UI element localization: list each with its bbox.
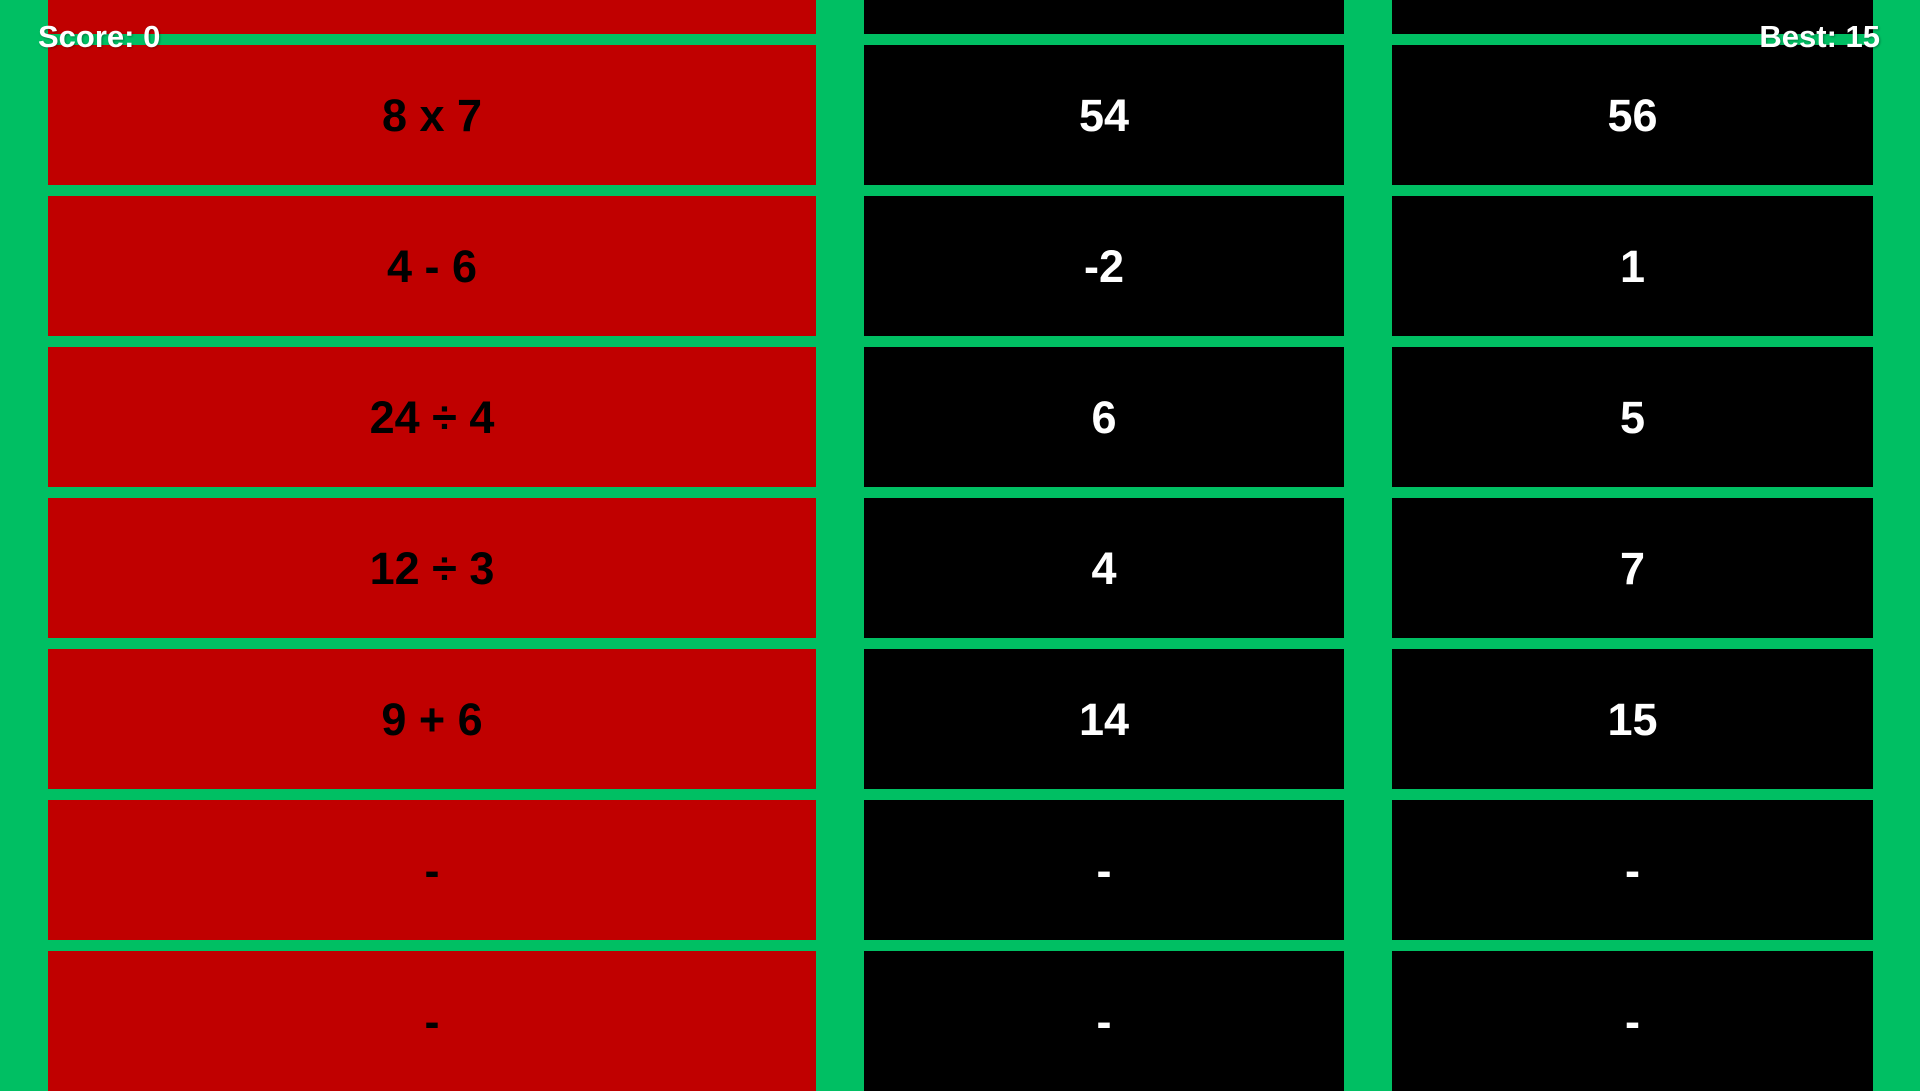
game-board: 8 x 7 54 56 4 - 6 -2 1 24 ÷ 4 6 5 12 ÷ 3…: [48, 0, 1873, 1091]
answer-option-right[interactable]: -: [1392, 800, 1873, 940]
answer-option-left[interactable]: -: [864, 800, 1344, 940]
answer-option-left[interactable]: -2: [864, 196, 1344, 336]
answer-option-left[interactable]: 6: [864, 347, 1344, 487]
problem-cell: 8 x 7: [48, 45, 816, 185]
best-score-label: Best: 15: [1759, 19, 1880, 54]
problem-cell: -: [48, 951, 816, 1091]
problem-cell: -: [48, 800, 816, 940]
answer-option-left[interactable]: 54: [864, 45, 1344, 185]
answer-option-left[interactable]: -: [864, 951, 1344, 1091]
problem-cell: 9 + 6: [48, 649, 816, 789]
problem-cell: 4 - 6: [48, 196, 816, 336]
problem-cell: 12 ÷ 3: [48, 498, 816, 638]
answer-option-right[interactable]: 5: [1392, 347, 1873, 487]
answer-option-left[interactable]: 4: [864, 498, 1344, 638]
answer-option-right[interactable]: 15: [1392, 649, 1873, 789]
answer-option-right[interactable]: 7: [1392, 498, 1873, 638]
problem-cell: 24 ÷ 4: [48, 347, 816, 487]
answer-option-right[interactable]: -: [1392, 951, 1873, 1091]
answer-option-right[interactable]: 1: [1392, 196, 1873, 336]
answer-option-right[interactable]: 56: [1392, 45, 1873, 185]
answer-option-left[interactable]: [864, 0, 1344, 34]
answer-option-left[interactable]: 14: [864, 649, 1344, 789]
answer-option-right[interactable]: [1392, 0, 1873, 34]
score-label: Score: 0: [38, 19, 161, 54]
problem-cell: [48, 0, 816, 34]
